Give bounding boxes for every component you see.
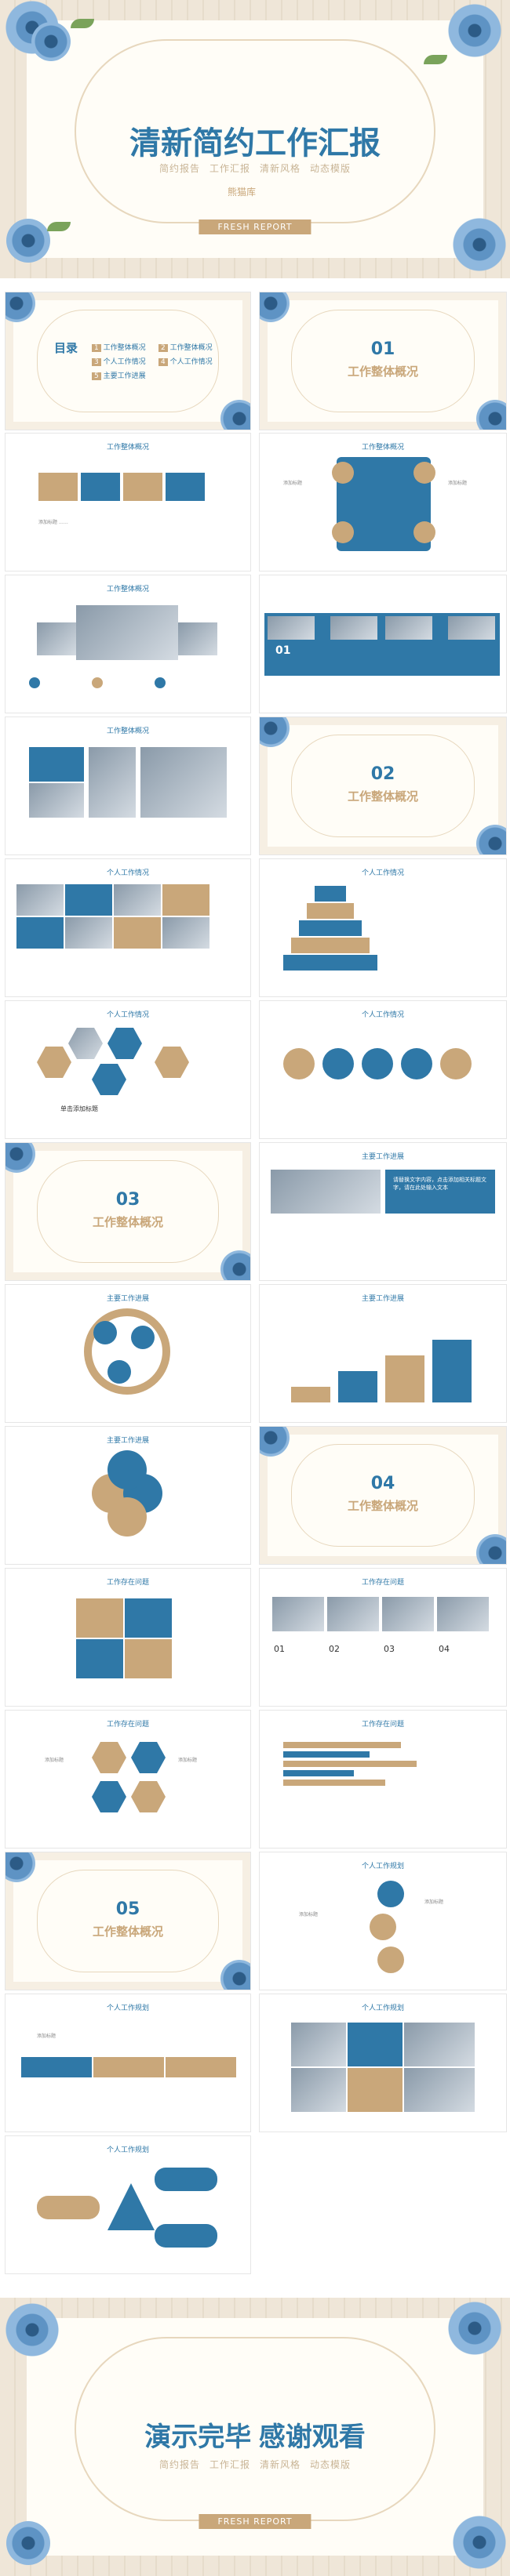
cover-slide: 清新简约工作汇报 简约报告 工作汇报 清新风格 动态模版 熊猫库 FRESH REPO… (0, 0, 510, 278)
section-number: 01 (370, 339, 395, 359)
toc-slide[interactable]: 目录 1 工作整体概况 3 个人工作情况 5 主要工作进展 2 工作整体概况 4… (5, 292, 251, 430)
section-number: 03 (115, 1190, 140, 1210)
section-slide-04[interactable]: 04 工作整体概况 (259, 1426, 507, 1565)
slide-bars[interactable]: 工作存在问题 (259, 1710, 507, 1849)
section-slide-03[interactable]: 03 工作整体概况 (5, 1142, 251, 1281)
section-number: 02 (370, 764, 395, 784)
cover-subtitle: 简约报告 工作汇报 清新风格 动态模版 (158, 163, 352, 174)
slide-puzzle[interactable]: 工作整体概况 添加标题 …… (5, 433, 251, 571)
fresh-report-badge: FRESH REPORT (199, 220, 311, 234)
section-slide-05[interactable]: 05 工作整体概况 (5, 1852, 251, 1990)
section-title: 工作整体概况 (347, 1499, 418, 1513)
slide-circles[interactable]: 个人工作情况 (259, 1000, 507, 1139)
slide-devices[interactable]: 工作整体概况 (5, 575, 251, 713)
flower-icon (6, 219, 50, 263)
slide-sports[interactable]: 工作存在问题 (5, 1568, 251, 1707)
section-number: 05 (115, 1899, 140, 1919)
cover-title: 清新简约工作汇报 (129, 126, 381, 161)
slide-plan-circles[interactable]: 个人工作规划 添加标题 添加标题 (259, 1852, 507, 1990)
slide-overlap[interactable]: 主要工作进展 (5, 1426, 251, 1565)
slide-grid[interactable]: 个人工作情况 (5, 858, 251, 997)
slide-triangle[interactable]: 个人工作规划 (5, 2135, 251, 2274)
slide-hexagons[interactable]: 个人工作情况 单击添加标题 (5, 1000, 251, 1139)
slide-stairs[interactable]: 主要工作进展 (259, 1284, 507, 1423)
fresh-report-badge: FRESH REPORT (199, 2514, 311, 2529)
toc-item[interactable]: 4 个人工作情况 (158, 355, 213, 369)
section-slide-02[interactable]: 02 工作整体概况 (259, 717, 507, 855)
flower-icon (447, 3, 502, 58)
slide-quote[interactable]: 主要工作进展 请替换文字内容，点击添加相关标题文字，请在此处输入文本 (259, 1142, 507, 1281)
section-title: 工作整体概况 (92, 1215, 163, 1229)
toc-item[interactable]: 3 个人工作情况 (92, 355, 146, 369)
slide-photos[interactable]: 工作整体概况 (5, 717, 251, 855)
slide-photo-row[interactable]: 工作存在问题 01 02 03 04 (259, 1568, 507, 1707)
toc-item[interactable]: 5 主要工作进展 (92, 369, 146, 383)
slide-rings[interactable]: 主要工作进展 (5, 1284, 251, 1423)
slide-title-here[interactable]: 工作整体概况 添加标题 添加标题 (259, 433, 507, 571)
slide-hex-numbers[interactable]: 工作存在问题 添加标题 添加标题 (5, 1710, 251, 1849)
flower-icon (452, 217, 507, 272)
toc-title: 目录 (54, 341, 78, 355)
slide-arrows[interactable]: 个人工作规划 添加标题 (5, 1994, 251, 2132)
section-number: 04 (370, 1474, 395, 1493)
end-slide: 演示完毕 感谢观看 简约报告 工作汇报 清新风格 动态模版 FRESH REPORT (0, 2298, 510, 2576)
logo: 熊猫库 (228, 187, 257, 198)
slide-pyramid[interactable]: 个人工作情况 (259, 858, 507, 997)
toc-item[interactable]: 1 工作整体概况 (92, 341, 146, 355)
toc-item[interactable]: 2 工作整体概况 (158, 341, 213, 355)
section-title: 工作整体概况 (347, 789, 418, 804)
slide-plan-photos[interactable]: 个人工作规划 (259, 1994, 507, 2132)
end-title: 演示完毕 感谢观看 (144, 2422, 366, 2452)
section-title: 工作整体概况 (92, 1925, 163, 1939)
slide-steps[interactable]: 01 (259, 575, 507, 713)
section-slide-01[interactable]: 01 工作整体概况 (259, 292, 507, 430)
section-title: 工作整体概况 (347, 365, 418, 379)
flower-icon (31, 22, 71, 61)
end-subtitle: 简约报告 工作汇报 清新风格 动态模版 (158, 2459, 352, 2470)
